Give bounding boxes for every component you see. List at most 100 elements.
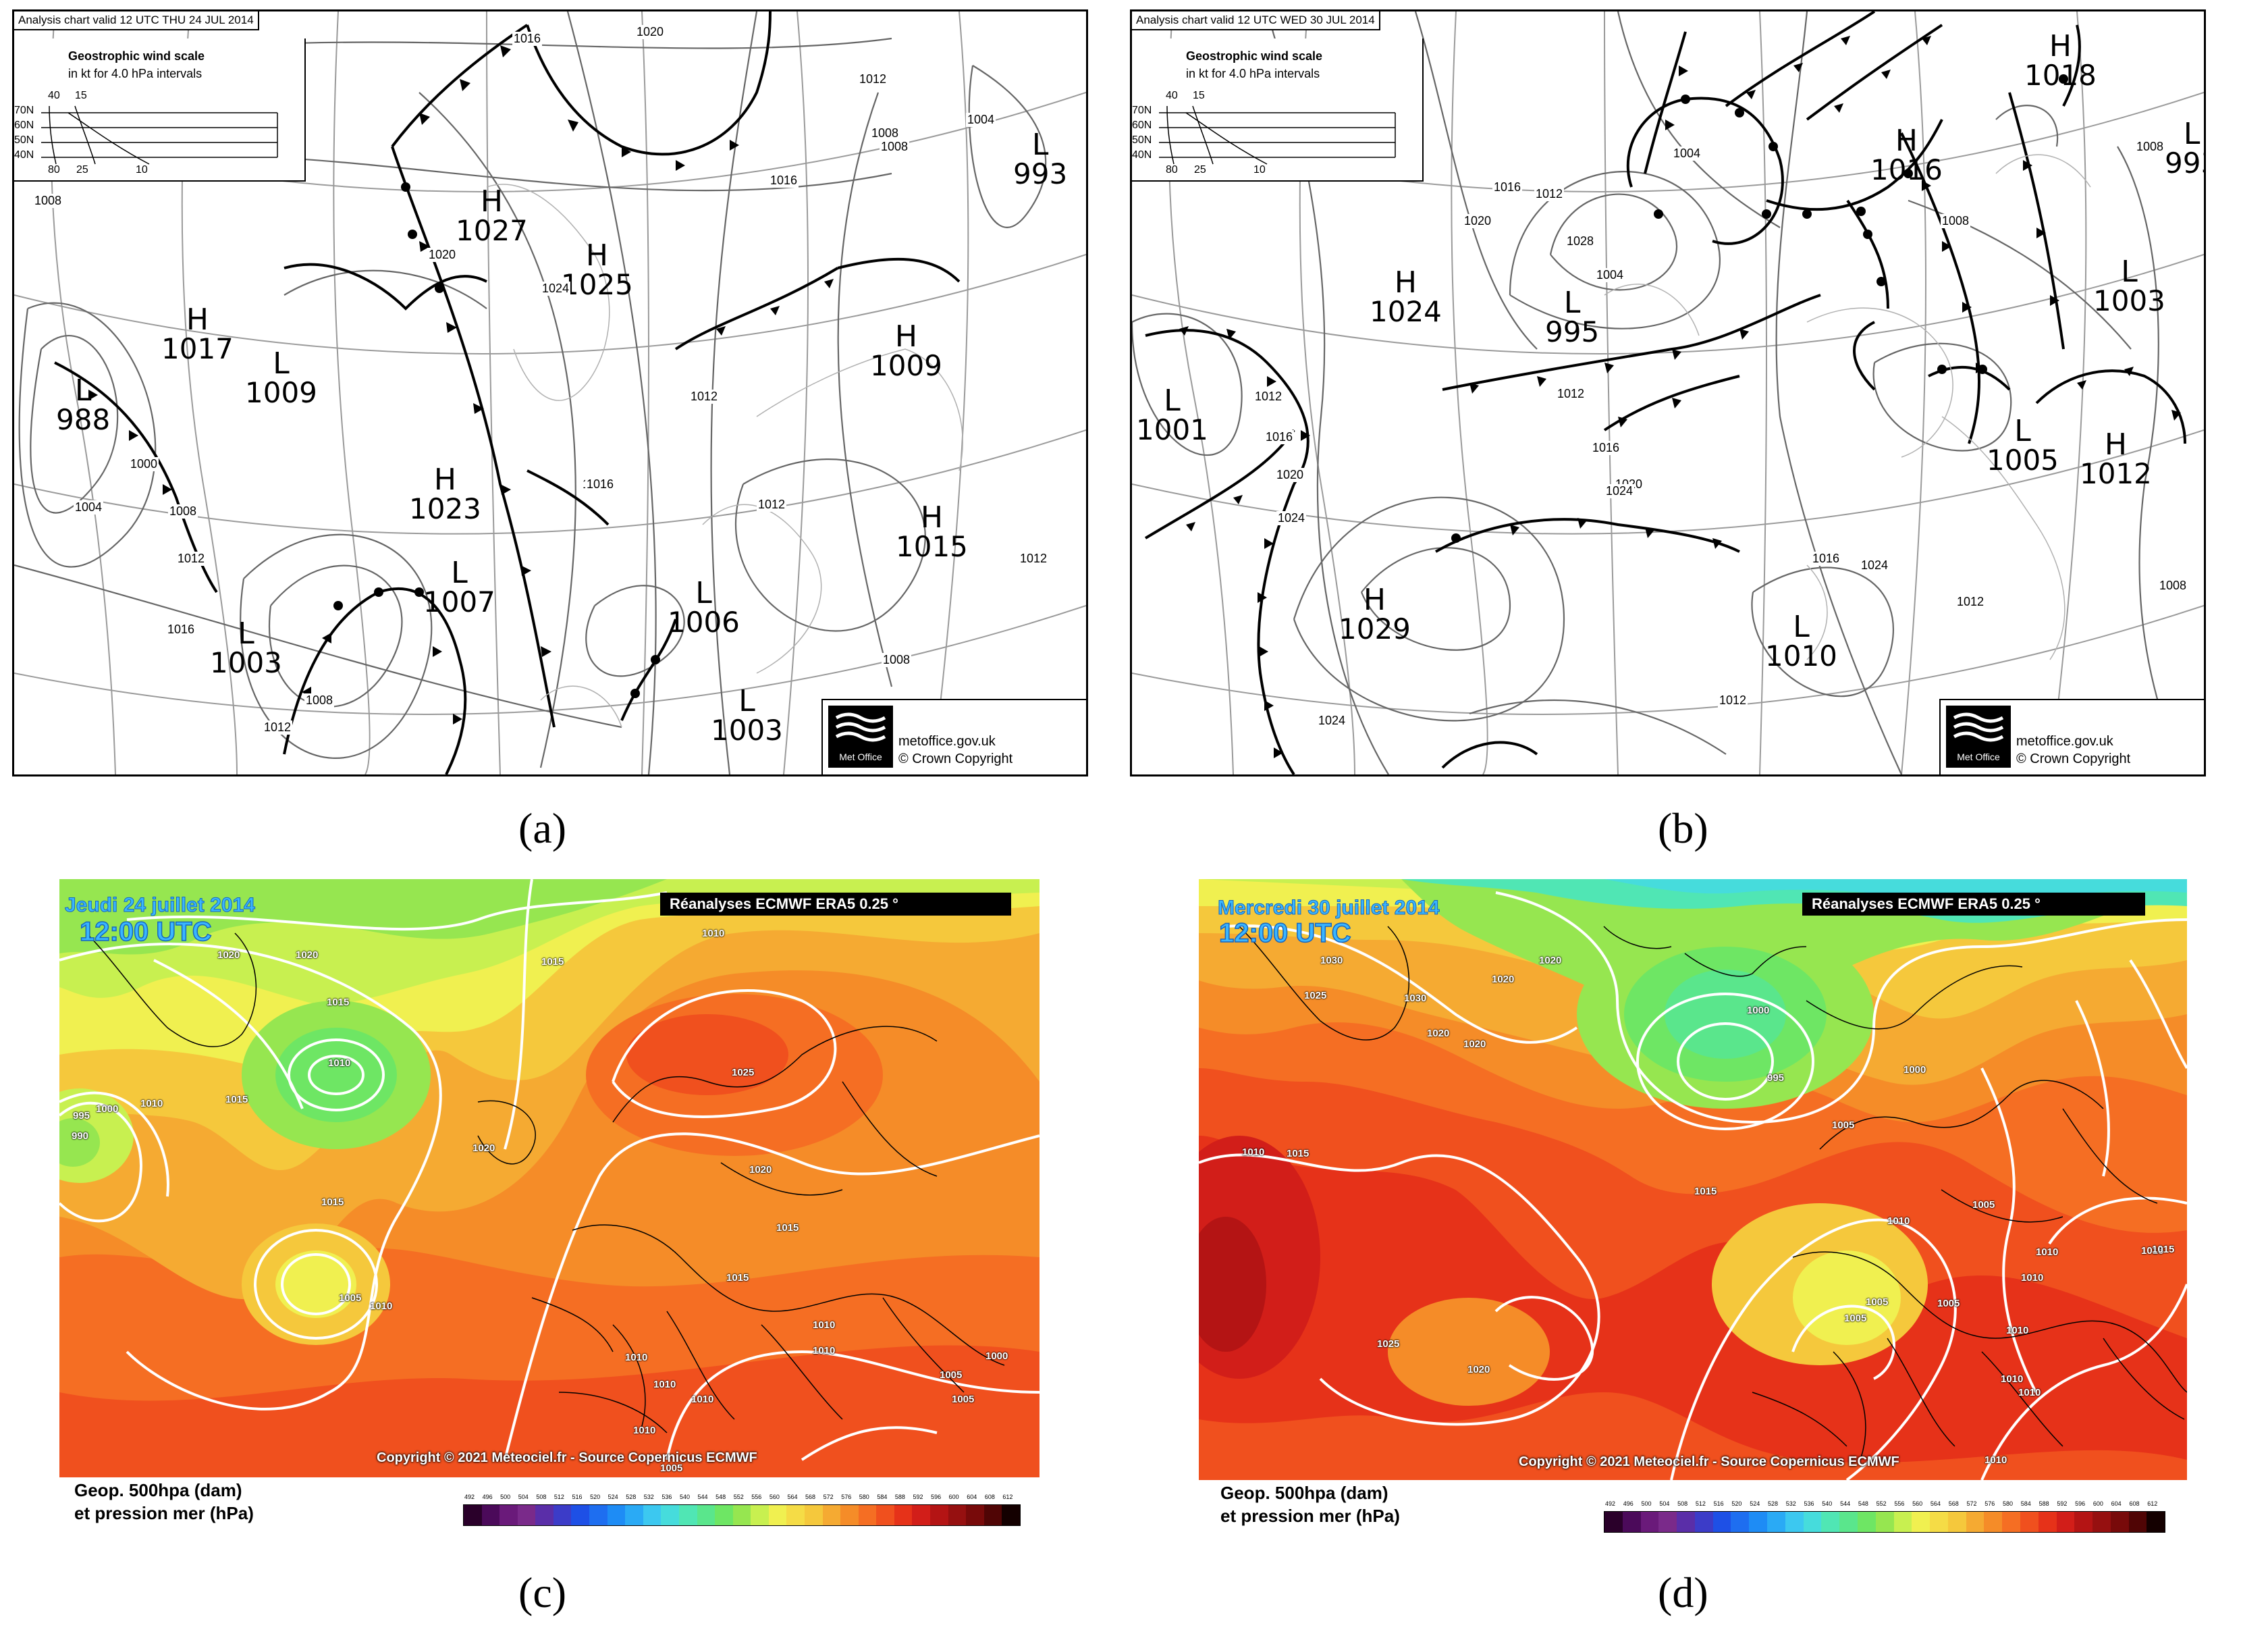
- colorbar-swatch: [840, 1505, 859, 1525]
- colorbar-tick: 596: [931, 1494, 942, 1500]
- pressure-label: 1015: [1694, 1186, 1717, 1197]
- colorbar-tick: 532: [643, 1494, 654, 1500]
- colorbar-tick: 612: [2147, 1500, 2158, 1507]
- colorbar-swatch: [1604, 1512, 1623, 1532]
- pressure-label: 1010: [2018, 1387, 2041, 1398]
- pressure-label: 1020: [1463, 1038, 1486, 1050]
- pressure-centre: L 1007: [423, 556, 495, 618]
- colorbar-swatch: [1694, 1512, 1713, 1532]
- colorbar-swatch: [607, 1505, 626, 1525]
- colorbar-tick: 508: [536, 1494, 547, 1500]
- colorbar-swatch: [1749, 1512, 1768, 1532]
- pressure-centre: L 1009: [245, 346, 317, 409]
- colorbar-tick: 588: [2039, 1500, 2049, 1507]
- forecast-date-c: Jeudi 24 juillet 2014: [65, 894, 256, 917]
- colorbar-swatch: [1785, 1512, 1804, 1532]
- colorbar-tick: 492: [1605, 1500, 1616, 1507]
- colorbar-tick: 576: [841, 1494, 852, 1500]
- crown-copyright: © Crown Copyright: [2016, 752, 2131, 766]
- colorbar-swatch: [732, 1505, 751, 1525]
- colorbar-swatch: [1966, 1512, 1985, 1532]
- colorbar-swatch: [1839, 1512, 1858, 1532]
- pressure-label: 1010: [813, 1345, 836, 1356]
- colorbar-swatch: [2128, 1512, 2147, 1532]
- pressure-label: 995: [73, 1110, 90, 1122]
- pressure-label: 1010: [625, 1352, 648, 1363]
- metoffice-url: metoffice.gov.uk: [898, 734, 996, 749]
- colorbar-swatch: [1622, 1512, 1641, 1532]
- isobar-label: 1008: [304, 693, 335, 708]
- colorbar-tick: 524: [1750, 1500, 1760, 1507]
- colorbar-tick: 592: [2057, 1500, 2068, 1507]
- isobar-label: 1016: [512, 32, 543, 46]
- isobar-label: 1012: [1019, 552, 1049, 566]
- pressure-label: 1010: [1985, 1454, 2007, 1466]
- colorbar-tick: 552: [733, 1494, 744, 1500]
- pressure-centre: L 995: [1545, 286, 1600, 348]
- pressure-label: 1020: [296, 949, 319, 961]
- scale-lat-40: 40N: [1132, 149, 1152, 161]
- metoffice-logo: Met Office: [1946, 706, 2011, 768]
- scale-lat-50: 50N: [1132, 134, 1152, 146]
- scale-bottom-3: 10: [136, 164, 148, 176]
- pressure-label: 1015: [321, 1196, 344, 1208]
- isobar-label: 1020: [635, 25, 666, 39]
- pressure-label: 1020: [1427, 1028, 1450, 1039]
- isobar-label: 1012: [858, 72, 888, 86]
- wind-scale-b: Geostrophic wind scale in kt for 4.0 hPa…: [1132, 38, 1424, 182]
- colorbar-swatch: [517, 1505, 536, 1525]
- isobar-label: 1028: [1565, 234, 1596, 248]
- colorbar-swatch: [948, 1505, 967, 1525]
- isobar-label: 1012: [689, 390, 720, 404]
- colorbar-tick: 560: [769, 1494, 780, 1500]
- pressure-label: 1025: [732, 1067, 755, 1078]
- colorbar-swatch: [1984, 1512, 2003, 1532]
- pressure-label: 1005: [1844, 1313, 1867, 1324]
- pressure-label: 1020: [1539, 955, 1562, 966]
- pressure-label: 1015: [2141, 1245, 2164, 1257]
- pressure-label: 1030: [1320, 955, 1343, 966]
- isobar-label: 1012: [1556, 387, 1586, 401]
- pressure-centre: L 1003: [210, 616, 282, 679]
- pressure-label: 1020: [1467, 1364, 1490, 1375]
- colorbar-tick: 536: [662, 1494, 672, 1500]
- colorbar-swatch: [1857, 1512, 1876, 1532]
- panel-label-a: (a): [518, 804, 567, 852]
- forecast-time-d: 12:00 UTC: [1218, 918, 1351, 949]
- isobar-label: 1004: [1672, 147, 1702, 161]
- colorbar-tick: 504: [518, 1494, 529, 1500]
- scale-lat-70: 70N: [14, 105, 34, 116]
- legend-text-c: Geop. 500hpa (dam) et pression mer (hPa): [74, 1479, 254, 1525]
- colorbar-swatch: [2110, 1512, 2129, 1532]
- isobar-label: 1016: [1591, 441, 1621, 455]
- colorbar-swatch: [2020, 1512, 2039, 1532]
- isobar-label: 1012: [1718, 693, 1748, 708]
- scale-lat-70: 70N: [1132, 105, 1152, 116]
- colorbar-tick: 584: [2020, 1500, 2031, 1507]
- pressure-label: 1020: [1492, 974, 1515, 985]
- colorbar-tick: 568: [1948, 1500, 1959, 1507]
- colorbar-tick: 612: [1002, 1494, 1013, 1500]
- colorbar-swatch: [1947, 1512, 1966, 1532]
- scale-curves-b: [1159, 105, 1396, 165]
- pressure-label: 1015: [541, 956, 564, 968]
- isobar-label: 1004: [74, 500, 104, 515]
- colorbar-tick: 500: [1641, 1500, 1652, 1507]
- pressure-centre: H 1017: [161, 302, 234, 365]
- colorbar-c: 492 496 500 504 508 512 516 520 524 528 532 536 540 5…: [463, 1485, 1021, 1526]
- colorbar-tick: 600: [948, 1494, 959, 1500]
- colorbar-tick: 544: [697, 1494, 708, 1500]
- colorbar-tick: 604: [2111, 1500, 2122, 1507]
- pressure-label: 1015: [327, 997, 350, 1008]
- colorbar-swatch: [894, 1505, 913, 1525]
- pressure-centre: L 1003: [711, 684, 783, 747]
- colorbar-swatch: [1767, 1512, 1785, 1532]
- pressure-centre: H 1015: [896, 500, 968, 563]
- colorbar-swatch: [2056, 1512, 2075, 1532]
- wind-scale-title: Geostrophic wind scale: [1186, 49, 1323, 63]
- era5-map-c: Jeudi 24 juillet 2014 12:00 UTC Réanalys…: [59, 879, 1040, 1477]
- colorbar-tick: 608: [2129, 1500, 2140, 1507]
- metoffice-brand-b: Met Office metoffice.gov.uk © Crown Copy…: [1939, 699, 2204, 774]
- colorbar-swatch: [661, 1505, 679, 1525]
